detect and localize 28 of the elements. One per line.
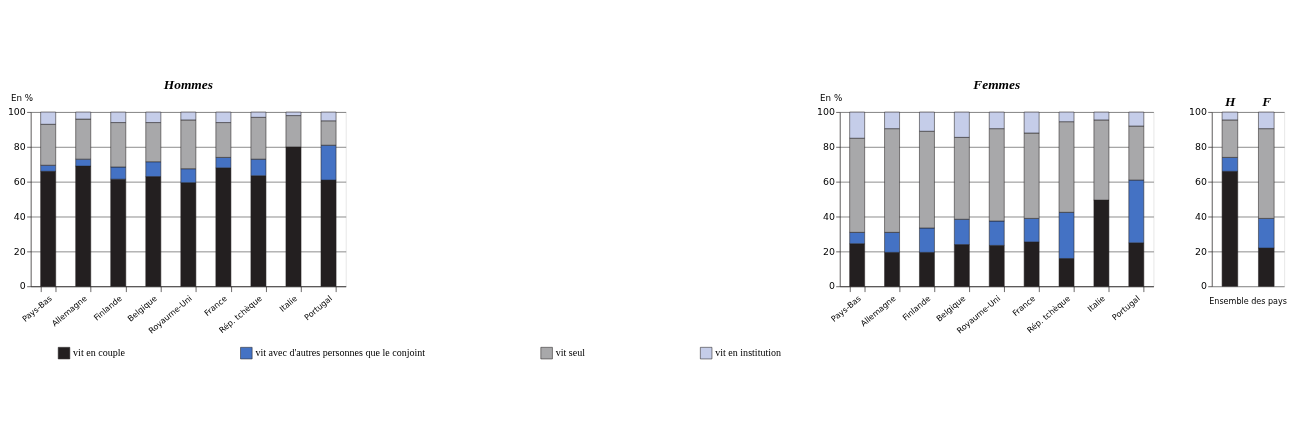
y-tick-label: 0 [828,280,835,292]
y-tick-label: 100 [1188,106,1207,118]
y-tick-label: 0 [1200,280,1207,292]
y-tick-label: 60 [13,175,26,187]
x-tick-label: F [1261,93,1272,109]
y-tick-label: 80 [13,140,26,152]
legend-label: vit seul [555,347,586,359]
y-axis-title: En % [820,93,843,104]
y-tick-label: 40 [1194,210,1207,222]
y-tick-label: 40 [822,210,835,222]
y-tick-label: 80 [822,140,835,152]
legend-label: vit en institution [715,347,782,359]
y-tick-label: 20 [13,245,26,257]
y-tick-label: 40 [13,210,26,222]
y-tick-label: 20 [822,245,835,257]
x-tick-label: H [1224,93,1237,109]
y-tick-label: 100 [7,106,26,118]
y-tick-label: 80 [1194,140,1207,152]
y-tick-label: 100 [816,106,835,118]
legend-label: vit avec d'autres personnes que le conjoint [255,347,426,359]
legend-label: vit en couple [73,347,126,359]
y-tick-label: 60 [822,175,835,187]
chart-title: Femmes [972,76,1021,92]
y-tick-label: 0 [19,280,26,292]
y-tick-label: 60 [1194,175,1207,187]
y-tick-label: 20 [1194,245,1207,257]
y-axis-title: En % [11,93,34,104]
chart-title: Hommes [162,76,213,92]
